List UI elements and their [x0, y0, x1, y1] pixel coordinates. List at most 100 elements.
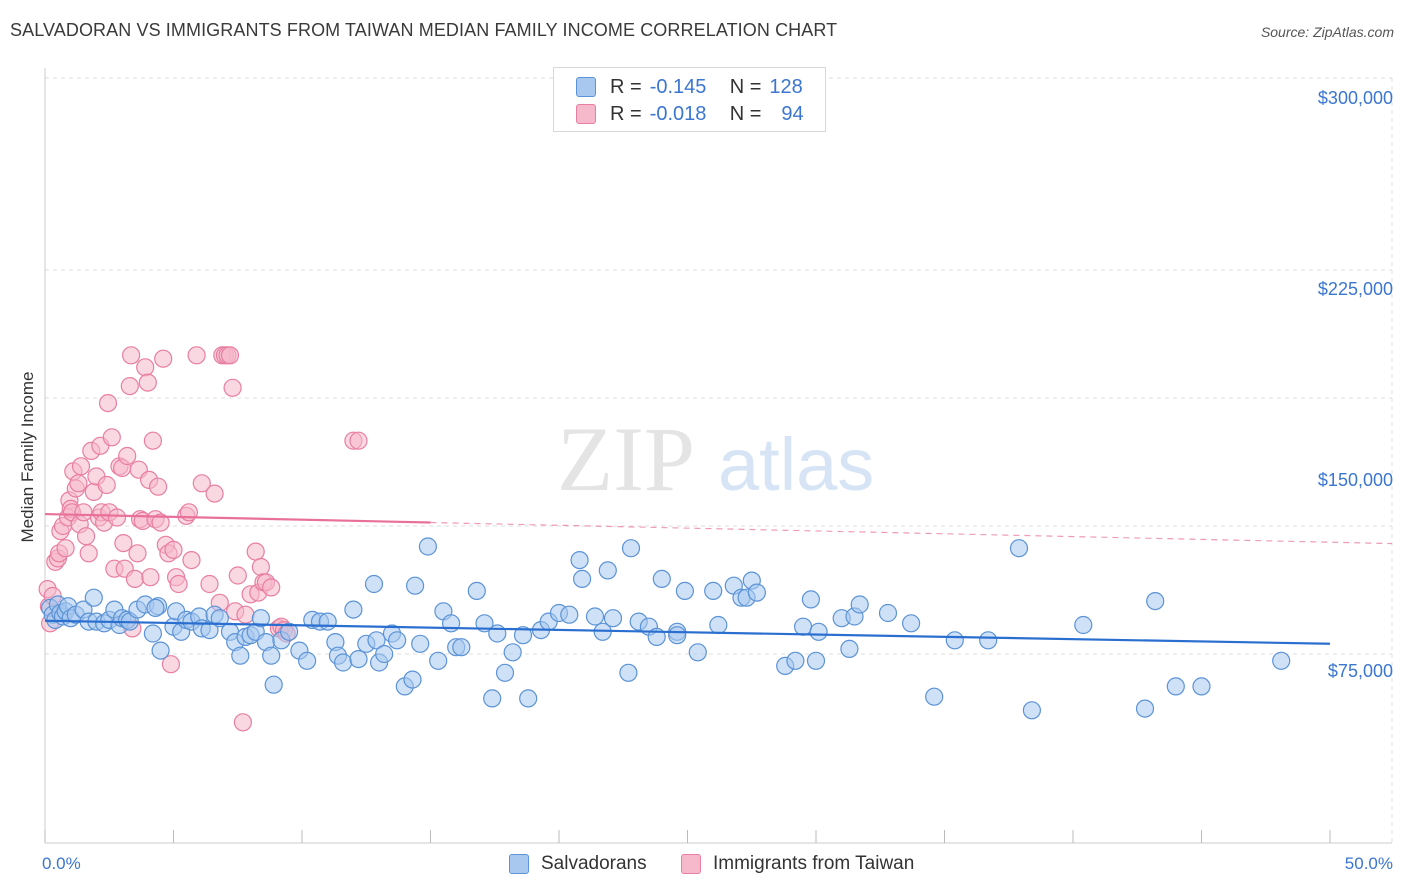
salvadoran-point — [84, 588, 103, 607]
taiwan-point — [182, 550, 201, 570]
taiwan-point — [220, 346, 240, 365]
salvadoran-point — [652, 569, 671, 589]
salvadoran-point — [375, 644, 394, 664]
salvadoran-point — [280, 622, 299, 641]
salvadoran-point — [519, 689, 538, 708]
salvadoran-point — [262, 646, 281, 665]
salvadoran-point — [1009, 539, 1029, 558]
taiwan-point — [143, 431, 162, 450]
salvadoran-point — [344, 600, 363, 619]
salvadoran-point — [1272, 651, 1291, 670]
salvadoran-point — [570, 550, 589, 570]
salvadoran-point — [388, 631, 407, 650]
legend-row-taiwan: R = -0.018 N = 94 — [576, 101, 804, 127]
taiwan-point — [79, 544, 98, 563]
salvadoran-point — [143, 624, 162, 643]
legend-n-value: 128 — [769, 75, 803, 98]
watermark: ZIP atlas — [557, 408, 874, 510]
salvadoran-point — [668, 626, 687, 645]
legend-n-label: N = — [729, 102, 762, 125]
taiwan-point — [98, 394, 118, 413]
salvadoran-point — [621, 539, 641, 558]
salvadoran-point — [403, 670, 422, 689]
salvadoran-point — [704, 581, 723, 601]
salvadoran-point — [1192, 677, 1211, 696]
taiwan-point — [205, 484, 224, 503]
salvadoran-point — [709, 615, 728, 635]
salvadoran-point — [801, 590, 821, 609]
taiwan-point — [76, 527, 96, 546]
taiwan-point — [187, 346, 206, 365]
salvadoran-point — [318, 612, 337, 631]
taiwan-point — [74, 503, 93, 522]
salvadoran-point — [979, 631, 998, 650]
taiwan-point — [246, 542, 265, 561]
y-tick-label: $75,000 — [1328, 661, 1393, 681]
salvadoran-point — [503, 643, 522, 662]
trend-salvadorans-solid — [44, 619, 1331, 645]
legend-r-value: -0.145 — [649, 75, 707, 98]
salvadoran-point — [349, 649, 368, 669]
taiwan-point — [233, 713, 252, 732]
series-immigrants-from-taiwan — [38, 346, 368, 732]
salvadoran-point — [495, 663, 515, 682]
salvadoran-point — [786, 651, 805, 670]
legend-r-value: -0.018 — [649, 102, 707, 125]
taiwan-point — [69, 474, 88, 493]
taiwan-point — [236, 605, 255, 624]
salvadoran-point — [210, 609, 229, 628]
salvadoran-point — [418, 537, 437, 556]
salvadoran-point — [334, 653, 353, 672]
salvadoran-point — [411, 634, 430, 653]
salvadoran-point — [1135, 699, 1155, 718]
salvadoran-point — [429, 651, 448, 670]
salvadoran-point — [747, 583, 767, 602]
legend-row-salvadorans: R = -0.145 N = 128 — [576, 74, 803, 100]
salvadoran-point — [809, 622, 828, 641]
salvadoran-point — [1074, 615, 1093, 635]
salvadoran-point — [452, 638, 471, 657]
salvadoran-point — [585, 607, 605, 626]
taiwan-point — [349, 431, 368, 450]
salvadoran-point — [1146, 591, 1165, 611]
salvadoran-point — [878, 603, 898, 623]
salvadoran-point — [231, 646, 250, 665]
taiwan-point — [192, 474, 211, 493]
salvadoran-point — [560, 605, 579, 624]
taiwan-point — [141, 568, 160, 587]
taiwan-point — [161, 655, 180, 674]
salvadoran-point — [598, 561, 617, 580]
correlation-legend: R = -0.145 N = 128 R = -0.018 N = 94 — [553, 67, 826, 132]
bottom-legend-taiwan: Immigrants from Taiwan — [681, 851, 914, 877]
trend-lines — [44, 512, 1393, 645]
salvadoran-point — [850, 595, 869, 614]
x-tick-label-max: 50.0% — [1345, 854, 1393, 873]
taiwan-point — [107, 508, 127, 527]
salvadoran-point — [840, 639, 859, 659]
taiwan-point — [251, 557, 270, 577]
taiwan-point — [102, 428, 121, 447]
series-salvadorans — [40, 537, 1291, 720]
salvadoran-point — [1022, 701, 1042, 720]
taiwan-point — [149, 477, 168, 496]
legend-swatch-blue — [576, 77, 596, 97]
salvadoran-point — [688, 643, 707, 662]
taiwan-point — [223, 378, 242, 397]
salvadoran-point — [251, 609, 270, 628]
salvadoran-point — [146, 598, 165, 618]
salvadoran-point — [1166, 677, 1185, 696]
taiwan-point — [114, 533, 133, 553]
y-axis-title: Median Family Income — [18, 371, 37, 542]
bottom-legend-label-taiwan: Immigrants from Taiwan — [713, 853, 915, 874]
salvadoran-point — [945, 631, 964, 650]
legend-r-label: R = — [610, 75, 642, 98]
taiwan-point — [71, 457, 91, 476]
trend-taiwan-solid — [44, 512, 431, 524]
watermark-atlas: atlas — [718, 423, 874, 506]
salvadoran-point — [572, 569, 592, 589]
salvadoran-point — [925, 687, 944, 706]
taiwan-point — [120, 377, 139, 396]
bottom-legend-swatch-pink — [681, 854, 701, 874]
taiwan-point — [125, 569, 144, 589]
